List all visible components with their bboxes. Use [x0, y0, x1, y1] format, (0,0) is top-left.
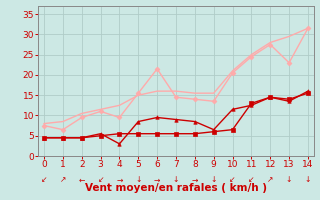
- Text: ↗: ↗: [60, 175, 66, 184]
- Text: ↙: ↙: [97, 175, 104, 184]
- Text: ↙: ↙: [248, 175, 255, 184]
- Text: ↓: ↓: [173, 175, 179, 184]
- X-axis label: Vent moyen/en rafales ( km/h ): Vent moyen/en rafales ( km/h ): [85, 183, 267, 193]
- Text: ↗: ↗: [267, 175, 273, 184]
- Text: →: →: [116, 175, 123, 184]
- Text: ↙: ↙: [41, 175, 47, 184]
- Text: →: →: [154, 175, 160, 184]
- Text: ↓: ↓: [135, 175, 141, 184]
- Text: ↓: ↓: [211, 175, 217, 184]
- Text: ↙: ↙: [229, 175, 236, 184]
- Text: →: →: [192, 175, 198, 184]
- Text: ←: ←: [79, 175, 85, 184]
- Text: ↓: ↓: [305, 175, 311, 184]
- Text: ↓: ↓: [286, 175, 292, 184]
